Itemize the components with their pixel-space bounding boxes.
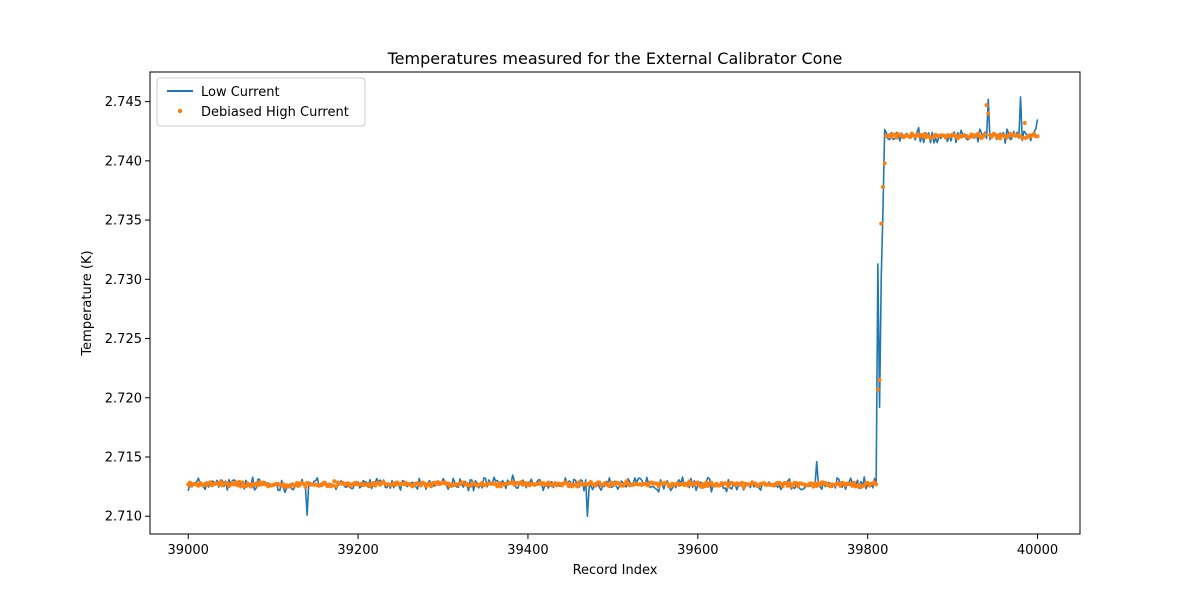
series-high-current-point	[741, 485, 746, 490]
series-high-current-point	[332, 479, 337, 484]
series-high-current-point	[255, 483, 260, 488]
series-high-current-point	[495, 484, 500, 489]
series-high-current-point	[809, 481, 814, 486]
series-high-current-point	[345, 481, 350, 486]
series-high-current-point	[894, 135, 899, 140]
y-tick-label-2.730: 2.730	[105, 273, 142, 288]
series-high-current-point	[739, 480, 744, 485]
series-high-current-point	[996, 133, 1001, 138]
series-high-current-point	[877, 378, 882, 382]
series-high-current-point	[875, 387, 880, 392]
y-tick-label-2.725: 2.725	[105, 332, 142, 347]
series-high-current-point	[575, 484, 580, 489]
series-high-current-point	[1022, 120, 1027, 125]
y-tick-label-2.740: 2.740	[105, 154, 142, 169]
chart-title: Temperatures measured for the External C…	[387, 49, 843, 68]
series-high-current-point	[196, 483, 201, 488]
x-tick-label-39600: 39600	[677, 543, 718, 558]
series-high-current-point	[811, 484, 816, 489]
legend-high-current-label: Debiased High Current	[201, 105, 349, 120]
x-tick-label-39000: 39000	[168, 543, 209, 558]
x-tick-label-40000: 40000	[1017, 543, 1058, 558]
y-axis-label: Temperature (K)	[80, 250, 95, 356]
legend: Low Current Debiased High Current	[156, 77, 366, 127]
legend-box	[156, 77, 366, 127]
series-high-current-point	[982, 132, 987, 137]
series-high-current-point	[1035, 134, 1040, 139]
series-high-current-point	[607, 484, 612, 489]
series-high-current-point	[593, 483, 598, 488]
plot-border	[149, 71, 1081, 535]
series-high-current-point	[796, 484, 801, 489]
series-high-current-point	[218, 479, 223, 484]
series-high-current-point	[334, 484, 338, 489]
plot-area	[150, 72, 1080, 534]
series-high-current-point	[237, 479, 242, 484]
y-tick-label-2.720: 2.720	[105, 391, 142, 406]
legend-high-current-marker	[177, 108, 183, 114]
series-high-current-point	[235, 483, 240, 488]
series-high-current-point	[780, 484, 785, 489]
x-tick-label-39400: 39400	[507, 543, 548, 558]
series-high-current-point	[665, 480, 670, 485]
series-high-current-point	[294, 480, 299, 485]
y-tick-label-2.745: 2.745	[105, 95, 142, 110]
series-high-current-point	[208, 480, 213, 485]
series-high-current-point	[240, 480, 245, 485]
series-high-current-point	[330, 483, 335, 488]
series-high-current-point	[852, 480, 857, 485]
x-axis-label: Record Index	[573, 563, 658, 578]
series-high-current-point	[908, 135, 913, 140]
y-tick-label-2.715: 2.715	[105, 451, 142, 466]
series-high-current-point	[787, 481, 792, 486]
series-high-current-point	[880, 184, 885, 189]
series-high-current-point	[882, 161, 887, 166]
series-high-current-point	[1020, 135, 1025, 140]
series-high-current-point	[702, 484, 707, 489]
series-high-current-point	[303, 484, 308, 489]
series-high-current-point	[838, 484, 843, 489]
legend-low-current-label: Low Current	[201, 85, 280, 100]
series-high-current-point	[726, 484, 731, 489]
series-high-current-point	[497, 480, 502, 485]
series-high-current-point	[986, 111, 991, 116]
series-high-current-point	[429, 484, 434, 489]
series-high-current-point	[704, 480, 709, 485]
series-high-current-point	[187, 480, 192, 485]
x-tick-label-39200: 39200	[337, 543, 378, 558]
series-high-current-point	[874, 482, 879, 487]
series-high-current-point	[687, 479, 692, 484]
series-high-current-point	[984, 103, 989, 108]
series-high-current-point	[794, 481, 799, 486]
y-tick-label-2.735: 2.735	[105, 214, 142, 229]
series-high-current-point	[685, 483, 690, 488]
series-high-current-point	[879, 221, 884, 226]
series-high-current-point	[238, 484, 243, 489]
series-high-current-point	[998, 136, 1003, 141]
series-high-current-point	[892, 132, 897, 137]
series-high-current-point	[850, 483, 855, 488]
y-tick-label-2.710: 2.710	[105, 510, 142, 525]
x-tick-label-39800: 39800	[847, 543, 888, 558]
